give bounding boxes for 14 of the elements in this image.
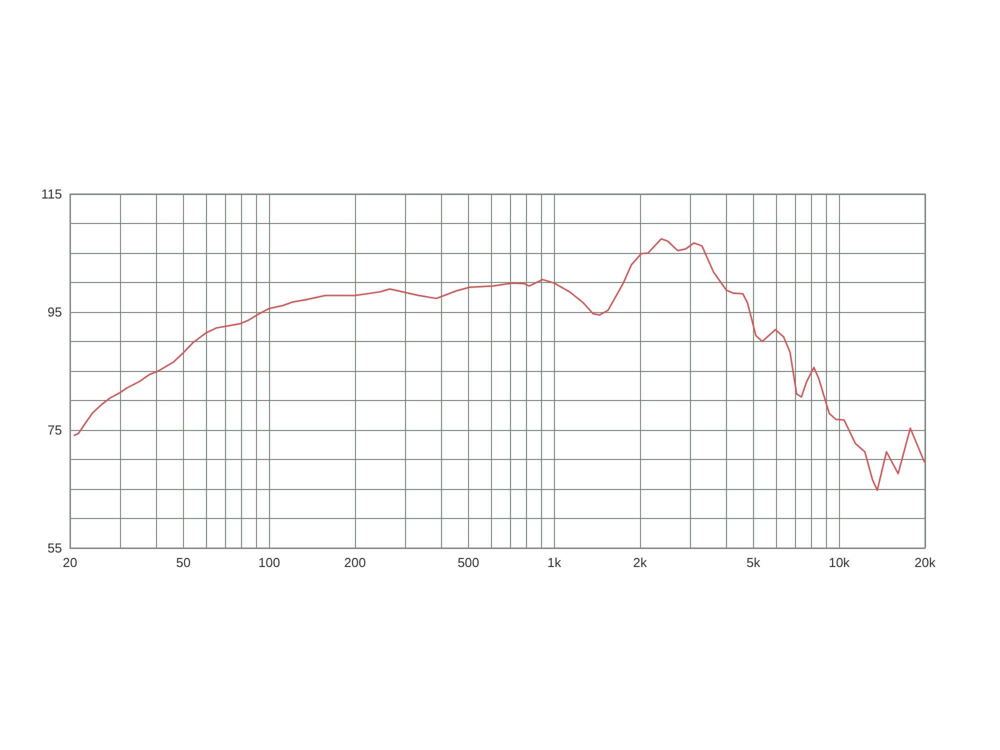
y-tick-label: 115 bbox=[41, 186, 62, 202]
y-tick-label: 55 bbox=[48, 540, 62, 556]
x-tick-label: 2k bbox=[633, 555, 648, 570]
x-tick-label: 10k bbox=[828, 555, 850, 570]
x-tick-label: 5k bbox=[746, 555, 761, 570]
y-tick-label: 95 bbox=[48, 304, 62, 320]
x-tick-label: 100 bbox=[258, 555, 280, 570]
x-tick-label: 50 bbox=[176, 555, 191, 570]
x-tick-label: 20k bbox=[914, 555, 936, 570]
x-tick-label: 1k bbox=[547, 555, 562, 570]
y-tick-label: 75 bbox=[48, 422, 62, 438]
x-tick-label: 200 bbox=[344, 555, 366, 570]
x-tick-label: 20 bbox=[62, 555, 78, 570]
x-tick-label: 500 bbox=[458, 555, 480, 570]
